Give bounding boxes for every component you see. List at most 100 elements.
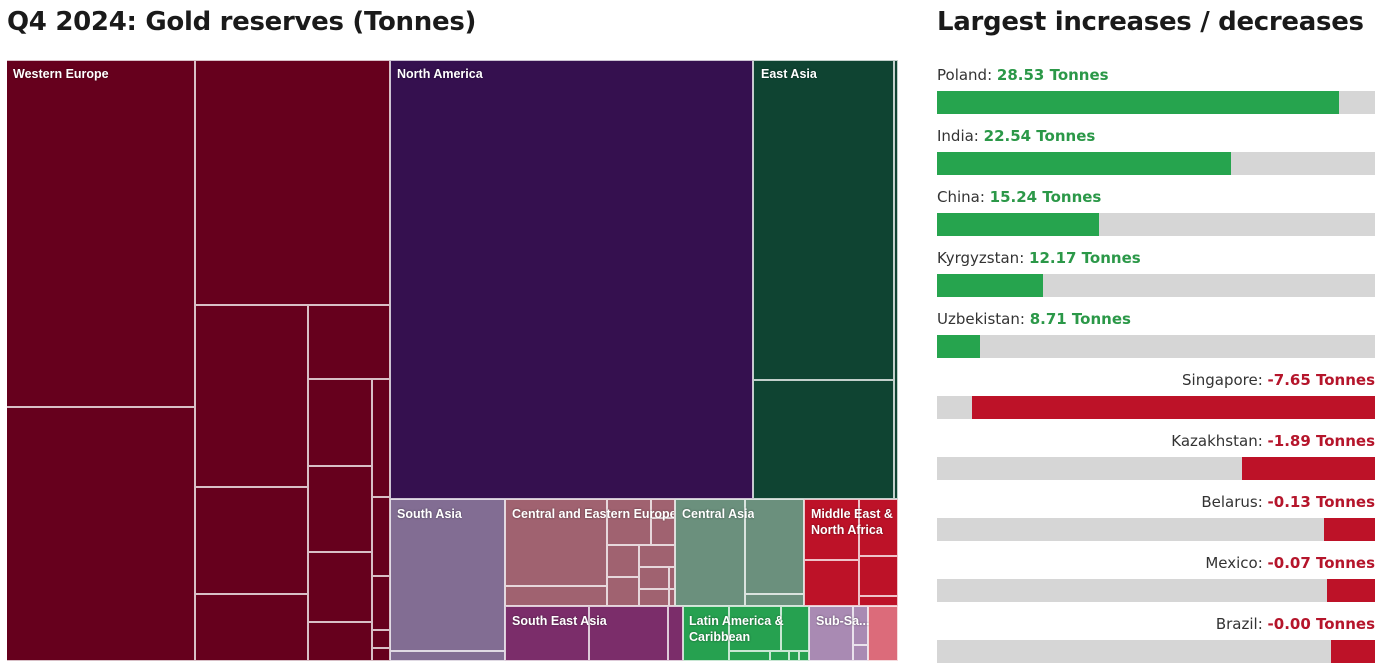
country-name: Mexico: — [1205, 554, 1268, 572]
treemap-cell-east-asia[interactable] — [753, 380, 894, 499]
increase-bar — [937, 274, 1043, 297]
treemap-cell-central-asia[interactable] — [745, 499, 804, 594]
decrease-bar — [1327, 579, 1375, 602]
region-label-central-eastern-europe: Central and Eastern Europe — [512, 507, 674, 521]
treemap-cell-western-europe[interactable] — [195, 60, 390, 305]
bar-track — [937, 457, 1375, 480]
region-label-south-asia: South Asia — [397, 507, 462, 521]
change-item-kazakhstan: Kazakhstan: -1.89 Tonnes — [937, 426, 1375, 487]
treemap-cell-latin-america-caribbean[interactable] — [799, 651, 809, 661]
treemap-cell-central-eastern-europe[interactable] — [639, 567, 669, 589]
change-value: 12.17 Tonnes — [1029, 249, 1141, 267]
treemap-cell-western-europe[interactable] — [195, 594, 308, 661]
treemap-cell-central-eastern-europe[interactable] — [669, 567, 675, 589]
bar-track — [937, 640, 1375, 663]
country-name: India: — [937, 127, 984, 145]
treemap-cell-south-asia[interactable] — [390, 499, 505, 651]
reserve-changes-list: Poland: 28.53 Tonnes India: 22.54 Tonnes C… — [937, 60, 1375, 670]
treemap-cell-western-europe[interactable] — [372, 379, 390, 497]
increase-bar — [937, 91, 1339, 114]
country-name: Belarus: — [1201, 493, 1268, 511]
bar-track — [937, 518, 1375, 541]
change-label: China: 15.24 Tonnes — [937, 188, 1101, 206]
decrease-bar — [1242, 457, 1375, 480]
treemap-cell-middle-east-north-africa[interactable] — [804, 499, 859, 560]
treemap-cell-east-asia[interactable] — [894, 60, 898, 499]
treemap-cell-western-europe[interactable] — [308, 552, 372, 622]
treemap-cell-central-eastern-europe[interactable] — [607, 577, 639, 606]
bar-track — [937, 213, 1375, 236]
increase-bar — [937, 152, 1231, 175]
treemap-cell-central-eastern-europe[interactable] — [639, 545, 675, 567]
change-label: Mexico: -0.07 Tonnes — [1205, 554, 1375, 572]
country-name: Uzbekistan: — [937, 310, 1030, 328]
region-label-east-asia: East Asia — [761, 67, 817, 81]
change-item-india: India: 22.54 Tonnes — [937, 121, 1375, 182]
region-label-middle-east-north-africa: Middle East & North Africa — [811, 507, 893, 537]
treemap-cell-central-eastern-europe[interactable] — [669, 589, 675, 606]
treemap-cell-east-asia[interactable] — [753, 60, 894, 380]
treemap-cell-middle-east-north-africa[interactable] — [804, 560, 859, 606]
country-name: China: — [937, 188, 990, 206]
change-item-brazil: Brazil: -0.00 Tonnes — [937, 609, 1375, 670]
treemap-cell-middle-east-north-africa[interactable] — [859, 596, 898, 606]
treemap-cell-latin-america-caribbean[interactable] — [683, 606, 729, 661]
bar-track — [937, 274, 1375, 297]
treemap-cell-western-europe[interactable] — [372, 576, 390, 630]
changes-title: Largest increases / decreases — [937, 7, 1364, 37]
treemap-cell-central-eastern-europe[interactable] — [505, 586, 607, 606]
change-value: -0.13 Tonnes — [1267, 493, 1375, 511]
change-item-singapore: Singapore: -7.65 Tonnes — [937, 365, 1375, 426]
treemap-cell-western-europe[interactable] — [195, 305, 308, 487]
treemap-cell-latin-america-caribbean[interactable] — [770, 651, 789, 661]
treemap-cell-western-europe[interactable] — [195, 487, 308, 594]
treemap-cell-central-asia[interactable] — [675, 499, 745, 606]
treemap-cell-sub-saharan-africa[interactable] — [853, 645, 868, 661]
bar-track — [937, 335, 1375, 358]
treemap-cell-north-america[interactable] — [390, 60, 753, 499]
treemap-cell-middle-east-north-africa[interactable] — [859, 499, 898, 556]
treemap-cell-latin-america-caribbean[interactable] — [729, 651, 770, 661]
change-item-belarus: Belarus: -0.13 Tonnes — [937, 487, 1375, 548]
treemap-cell-western-europe[interactable] — [372, 497, 390, 576]
treemap-cell-central-eastern-europe[interactable] — [607, 545, 639, 577]
treemap-cell-western-europe[interactable] — [308, 305, 390, 379]
treemap-cell-sub-saharan-africa[interactable] — [809, 606, 853, 661]
treemap-cell-south-asia[interactable] — [390, 651, 505, 661]
country-name: Poland: — [937, 66, 997, 84]
treemap-cell-western-europe[interactable] — [372, 630, 390, 648]
treemap-cell-central-eastern-europe[interactable] — [505, 499, 607, 586]
change-label: Kyrgyzstan: 12.17 Tonnes — [937, 249, 1141, 267]
treemap-cell-latin-america-caribbean[interactable] — [789, 651, 799, 661]
treemap-cell-middle-east-north-africa[interactable] — [859, 556, 898, 596]
treemap-cell-western-europe[interactable] — [308, 622, 372, 661]
change-label: Brazil: -0.00 Tonnes — [1216, 615, 1375, 633]
change-item-poland: Poland: 28.53 Tonnes — [937, 60, 1375, 121]
treemap-cell-other[interactable] — [868, 606, 898, 661]
country-name: Singapore: — [1182, 371, 1268, 389]
treemap-cell-western-europe[interactable] — [308, 379, 372, 466]
region-label-south-east-asia: South East Asia — [512, 614, 607, 628]
change-value: 15.24 Tonnes — [989, 188, 1102, 206]
treemap-cell-central-eastern-europe[interactable] — [651, 518, 675, 545]
country-name: Kyrgyzstan: — [937, 249, 1030, 267]
treemap-cell-latin-america-caribbean[interactable] — [729, 606, 781, 651]
treemap-cell-central-asia[interactable] — [745, 594, 804, 606]
region-label-north-america: North America — [397, 67, 483, 81]
change-label: Singapore: -7.65 Tonnes — [1182, 371, 1375, 389]
treemap-cell-western-europe[interactable] — [7, 60, 195, 407]
treemap-cell-western-europe[interactable] — [7, 407, 195, 661]
treemap-cell-latin-america-caribbean[interactable] — [781, 606, 809, 651]
treemap-cell-sub-saharan-africa[interactable] — [853, 606, 868, 645]
gold-reserves-treemap: Western Europe North America East Asia Sout… — [7, 59, 898, 662]
treemap-cell-central-eastern-europe[interactable] — [607, 499, 651, 545]
treemap-cell-western-europe[interactable] — [372, 648, 390, 661]
treemap-cell-south-east-asia[interactable] — [505, 606, 589, 661]
treemap-cell-south-east-asia[interactable] — [668, 606, 683, 661]
treemap-cell-central-eastern-europe[interactable] — [651, 499, 675, 518]
change-label: India: 22.54 Tonnes — [937, 127, 1095, 145]
treemap-cell-western-europe[interactable] — [308, 466, 372, 552]
treemap-cell-south-east-asia[interactable] — [589, 606, 668, 661]
change-value: 8.71 Tonnes — [1029, 310, 1131, 328]
treemap-cell-central-eastern-europe[interactable] — [639, 589, 669, 606]
